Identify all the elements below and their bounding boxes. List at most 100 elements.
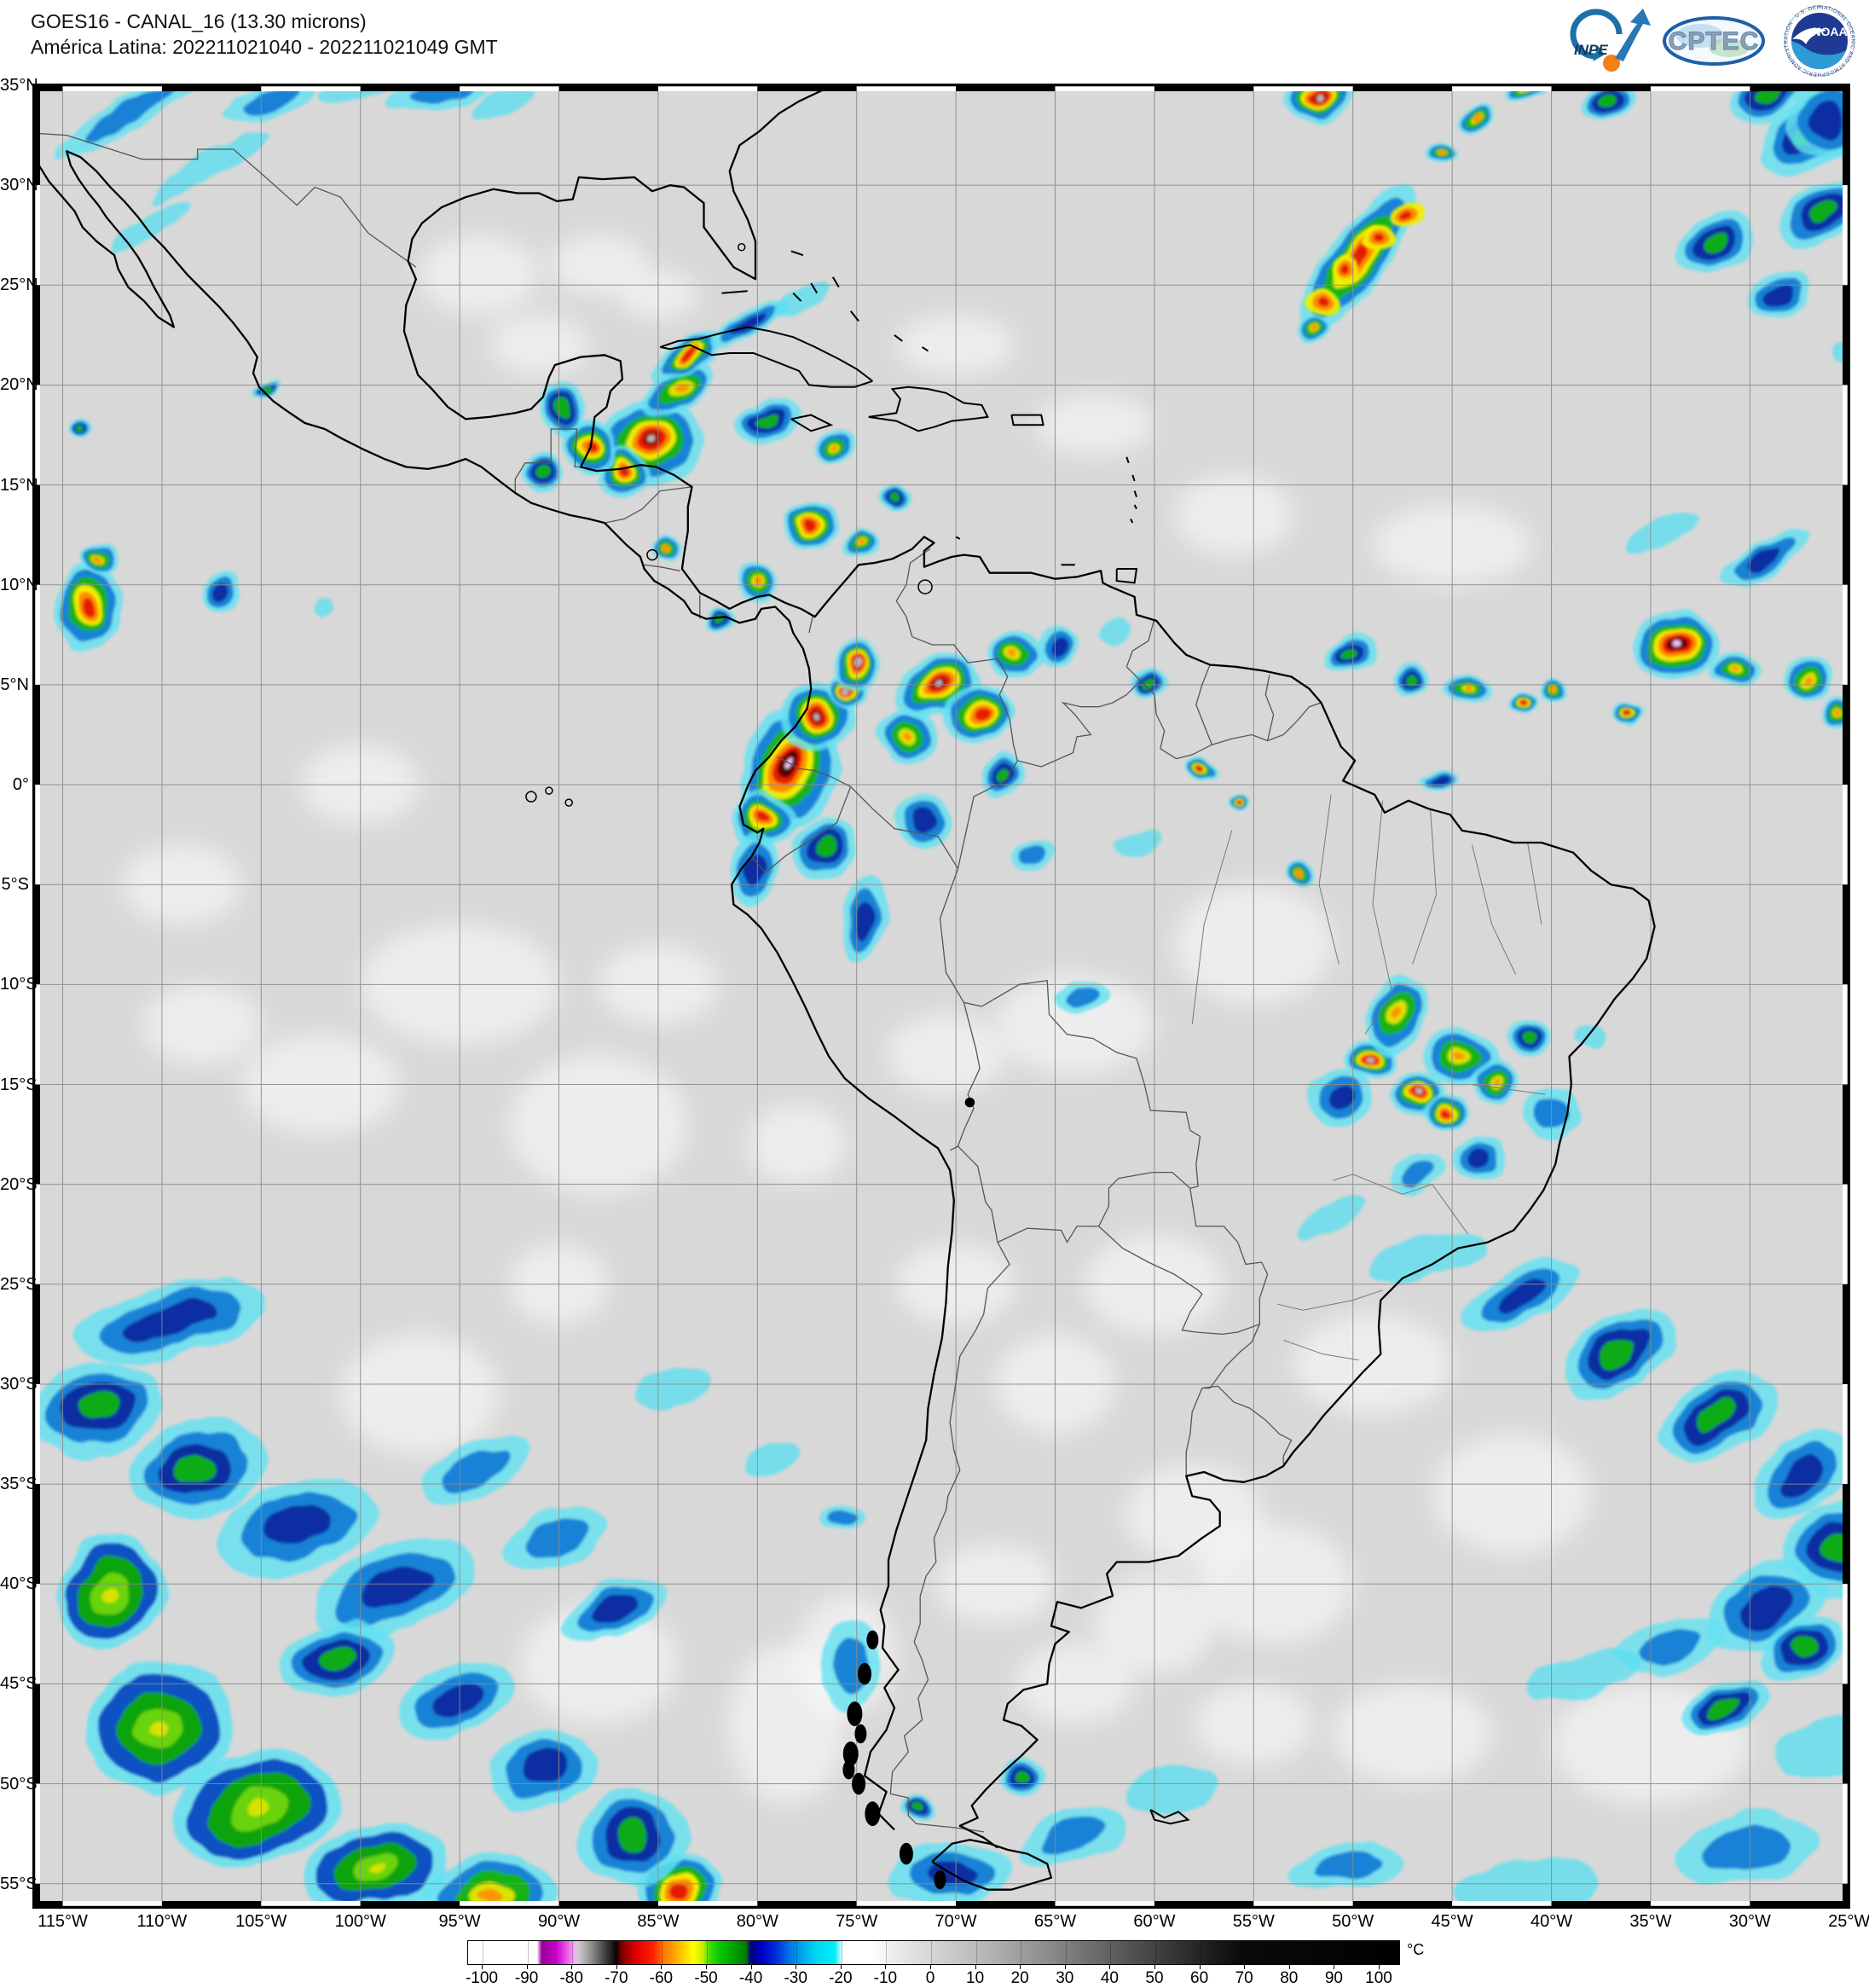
cloud-cell xyxy=(1448,672,1492,701)
colorbar-tick-label: -40 xyxy=(738,1969,763,1987)
colorbar-tick-mark xyxy=(706,1965,707,1969)
coastline xyxy=(402,85,1656,1849)
country-border xyxy=(1195,664,1213,745)
colorbar-tick-mark xyxy=(975,1965,976,1969)
colorbar-tick-mark xyxy=(750,1965,752,1969)
cloud-cell xyxy=(894,798,954,847)
colorbar-tick-label: 80 xyxy=(1280,1969,1299,1987)
lat-label: 35°N xyxy=(0,76,38,95)
low-cloud xyxy=(489,315,589,375)
lat-label: 55°S xyxy=(0,1874,38,1893)
country-border xyxy=(777,756,851,787)
lat-label: 25°S xyxy=(0,1274,38,1294)
cloud-cell xyxy=(56,1538,168,1650)
colorbar-tick-mark xyxy=(840,1965,842,1969)
colorbar-tick-mark xyxy=(571,1965,573,1969)
lon-label: 90°W xyxy=(537,1912,581,1931)
cptec-logo: CPTEC xyxy=(1663,16,1765,66)
cloud-cell xyxy=(1117,830,1160,855)
lon-label: 110°W xyxy=(136,1912,188,1931)
island-coastline xyxy=(1010,414,1044,426)
lat-label: 5°N xyxy=(0,675,29,694)
cloud-cell xyxy=(1371,1228,1486,1284)
colorbar-inner-tick xyxy=(527,1941,529,1964)
cloud-cell xyxy=(1682,1681,1769,1735)
low-cloud xyxy=(1035,395,1154,455)
cloud-cell xyxy=(502,1505,608,1571)
country-border xyxy=(514,428,582,493)
state-border xyxy=(1527,842,1542,925)
fjord-coast xyxy=(852,1772,866,1795)
colorbar-inner-tick xyxy=(975,1941,977,1964)
cloud-cell xyxy=(111,200,189,254)
colorbar-tick-mark xyxy=(1064,1965,1066,1969)
cloud-cell xyxy=(980,752,1027,793)
cloud-cell xyxy=(1392,664,1432,694)
country-border xyxy=(1201,1385,1293,1466)
lon-label: 65°W xyxy=(1033,1912,1077,1931)
colorbar-tick-mark xyxy=(1154,1965,1155,1969)
cloud-cell xyxy=(998,1759,1045,1796)
colorbar-inner-tick xyxy=(616,1941,618,1964)
cloud-cell xyxy=(73,415,95,434)
cloud-cell xyxy=(738,397,797,444)
agency-logos: INPE CPTEC NOAA NATIONAL OCEANIC AND ATM… xyxy=(1553,0,1862,78)
low-cloud xyxy=(1174,474,1293,555)
cloud-cell xyxy=(395,1656,516,1740)
island-coastline xyxy=(659,326,873,382)
colorbar-tick-label: 70 xyxy=(1235,1969,1253,1987)
cloud-cell xyxy=(1460,1258,1579,1335)
cloud-cell xyxy=(563,414,615,475)
cloud-cell xyxy=(1542,683,1572,706)
lon-label: 30°W xyxy=(1728,1912,1771,1931)
cloud-cell xyxy=(1719,530,1808,593)
lon-label: 35°W xyxy=(1629,1912,1672,1931)
colorbar-tick-label: 30 xyxy=(1056,1969,1074,1987)
colorbar-tick-mark xyxy=(482,1965,483,1969)
lake xyxy=(737,243,746,252)
country-border xyxy=(997,1171,1191,1243)
lon-label: 105°W xyxy=(235,1912,287,1931)
cloud-cell xyxy=(1633,612,1721,677)
lon-label: 100°W xyxy=(334,1912,386,1931)
galapagos-island xyxy=(564,798,573,807)
cloud-cell xyxy=(1129,665,1164,693)
cloud-cell xyxy=(303,1821,449,1907)
cloud-cell xyxy=(84,542,117,576)
cloud-cell xyxy=(208,572,243,613)
colorbar-tick-label: 60 xyxy=(1190,1969,1209,1987)
cloud-cell xyxy=(1470,1062,1518,1103)
island-coastline xyxy=(721,290,748,294)
island-coastline xyxy=(1115,568,1138,584)
low-cloud xyxy=(1293,1313,1453,1415)
island-coastline xyxy=(894,334,903,342)
cloud-cell xyxy=(745,1443,801,1474)
low-cloud xyxy=(142,984,262,1065)
colorbar-tick-mark xyxy=(885,1965,887,1969)
cloud-cell xyxy=(60,565,121,649)
country-border xyxy=(850,785,959,869)
cloud-cell xyxy=(1678,210,1758,276)
low-cloud xyxy=(340,1334,500,1454)
island-coastline xyxy=(849,310,859,322)
colorbar-tick-mark xyxy=(1020,1965,1021,1969)
island-coastline xyxy=(792,292,802,302)
low-cloud xyxy=(1432,1434,1592,1555)
coastline xyxy=(931,1839,1053,1891)
fjord-coast xyxy=(842,1742,859,1766)
lon-label: 95°W xyxy=(438,1912,481,1931)
noaa-label: NOAA xyxy=(1812,25,1847,38)
country-border xyxy=(939,868,982,1007)
lon-label: 75°W xyxy=(836,1912,878,1931)
cloud-cell xyxy=(1293,1844,1404,1892)
colorbar-tick-label: -100 xyxy=(465,1969,499,1987)
cloud-cell xyxy=(817,428,857,466)
cloud-cell xyxy=(1230,793,1254,816)
lon-label: 45°W xyxy=(1431,1912,1473,1931)
island-coastline xyxy=(790,250,804,257)
country-border xyxy=(1125,618,1155,681)
galapagos-island xyxy=(525,791,537,803)
fjord-coast xyxy=(854,1724,867,1744)
island-coastline xyxy=(660,344,873,388)
island-coastline xyxy=(955,536,961,540)
